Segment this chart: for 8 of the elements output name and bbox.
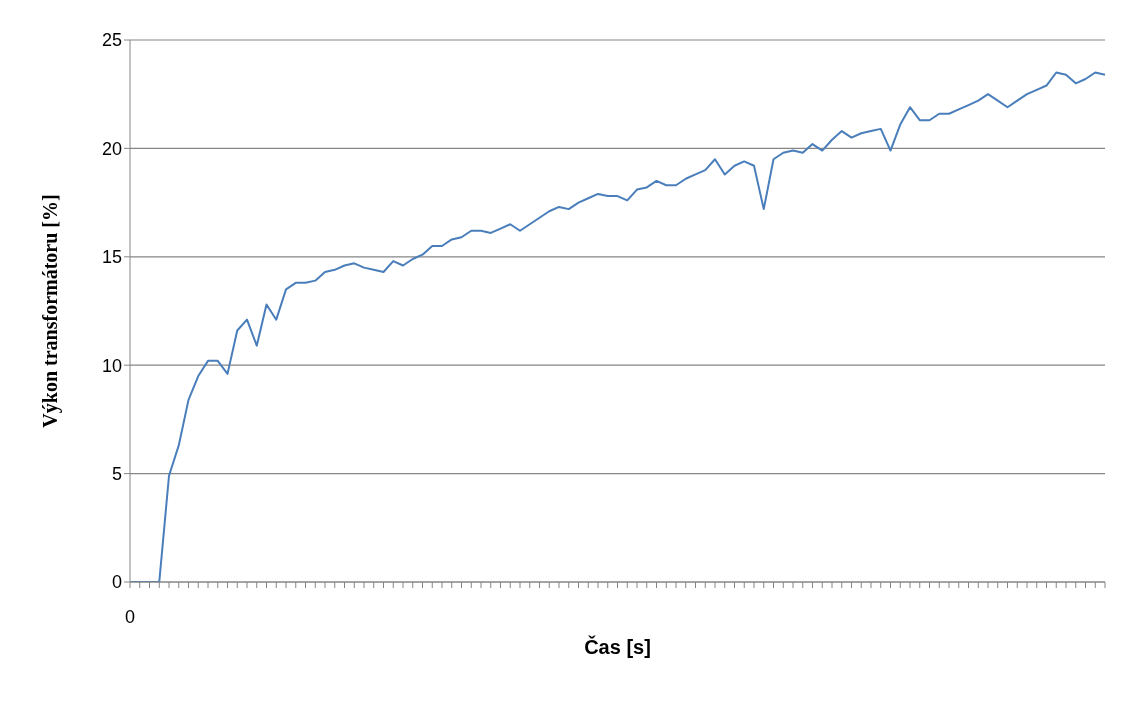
y-tick-label: 10	[101, 355, 122, 376]
y-tick-label: 5	[111, 463, 122, 484]
x-axis-title: Čas [s]	[584, 635, 651, 658]
y-tick-label: 25	[101, 30, 122, 51]
y-tick-label: 20	[101, 138, 122, 159]
y-tick-label: 0	[111, 572, 122, 593]
y-axis-title: Výkon transformátoru [%]	[39, 194, 63, 428]
y-tick-label: 15	[101, 247, 122, 268]
